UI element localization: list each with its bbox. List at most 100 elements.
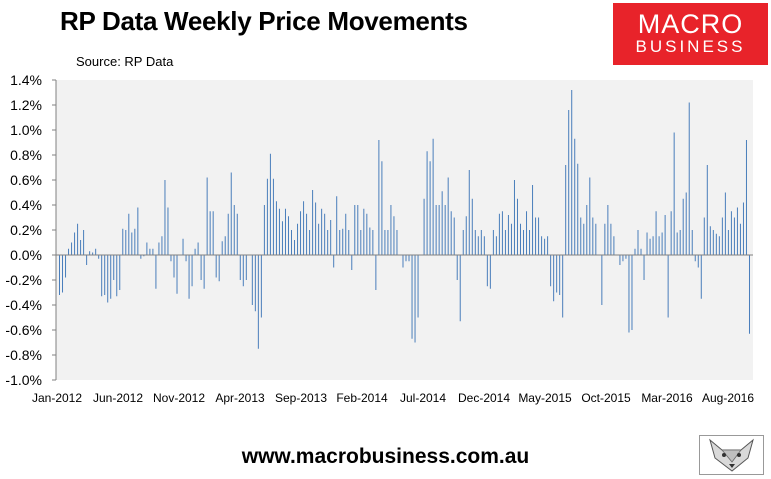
bar xyxy=(200,255,202,280)
bar xyxy=(691,230,693,255)
bar xyxy=(101,255,103,297)
bar xyxy=(619,255,621,265)
bar xyxy=(92,252,94,255)
y-tick-label: 1.4% xyxy=(10,72,42,88)
bar xyxy=(143,255,145,257)
bar xyxy=(68,248,70,255)
bar xyxy=(676,232,678,255)
bar xyxy=(89,251,91,255)
bar xyxy=(565,165,567,255)
bar xyxy=(158,242,160,255)
bar xyxy=(562,255,564,318)
bar xyxy=(278,208,280,255)
bar xyxy=(556,255,558,293)
bar xyxy=(384,230,386,255)
bar xyxy=(550,255,552,287)
bar xyxy=(577,163,579,255)
bar xyxy=(324,213,326,255)
y-tick-label: -0.2% xyxy=(5,272,42,288)
bar xyxy=(667,255,669,318)
website-url: www.macrobusiness.com.au xyxy=(241,445,530,468)
bar xyxy=(303,201,305,255)
x-tick-label: Mar-2016 xyxy=(641,391,693,405)
bar xyxy=(727,230,729,255)
bar xyxy=(628,255,630,333)
bar xyxy=(230,172,232,255)
bar xyxy=(239,255,241,280)
bar-chart: 1.4% 1.2% 1.0% 0.8% 0.6% 0.4% 0.2% 0.0% -0.2% -0.… xyxy=(5,72,754,405)
bar xyxy=(381,161,383,255)
x-tick-label: Apr-2013 xyxy=(215,391,265,405)
bar xyxy=(610,223,612,255)
bar xyxy=(390,205,392,255)
logo-line2: BUSINESS xyxy=(635,37,746,56)
bar xyxy=(655,211,657,255)
bar xyxy=(131,232,133,255)
bar xyxy=(468,170,470,255)
bar xyxy=(471,198,473,255)
bar xyxy=(574,138,576,255)
fox-head-icon xyxy=(699,435,764,475)
bar xyxy=(306,213,308,255)
bar xyxy=(266,178,268,255)
bar xyxy=(284,208,286,255)
bar xyxy=(402,255,404,268)
bar xyxy=(622,255,624,262)
bar xyxy=(571,90,573,255)
x-tick-label: Nov-2012 xyxy=(153,391,205,405)
x-tick-label: May-2015 xyxy=(518,391,572,405)
bar xyxy=(263,205,265,255)
bar xyxy=(498,213,500,255)
bar xyxy=(173,255,175,278)
bar xyxy=(116,255,118,297)
y-tick-label: 0.4% xyxy=(10,197,42,213)
bar xyxy=(559,255,561,295)
bar xyxy=(300,211,302,255)
x-tick-label: Jan-2012 xyxy=(32,391,82,405)
bar xyxy=(682,198,684,255)
bar xyxy=(673,132,675,255)
bar xyxy=(224,236,226,255)
bar xyxy=(375,255,377,290)
bar xyxy=(679,230,681,255)
bar xyxy=(254,255,256,312)
bar xyxy=(119,255,121,290)
bar xyxy=(236,213,238,255)
bar xyxy=(586,205,588,255)
bar xyxy=(140,255,142,259)
bar xyxy=(209,211,211,255)
bar xyxy=(287,216,289,255)
bar xyxy=(197,242,199,255)
bar xyxy=(553,255,555,302)
bar xyxy=(146,242,148,255)
bar xyxy=(321,208,323,255)
bar xyxy=(113,255,115,280)
logo-line1: MACRO xyxy=(637,9,744,39)
bar xyxy=(194,248,196,255)
bar xyxy=(396,230,398,255)
bar xyxy=(366,213,368,255)
bar xyxy=(378,140,380,255)
x-tick-label: Aug-2016 xyxy=(702,391,754,405)
macrobusiness-logo: MACRO BUSINESS xyxy=(613,3,768,65)
bar xyxy=(504,230,506,255)
bar xyxy=(724,192,726,255)
bar xyxy=(441,191,443,255)
bar xyxy=(95,248,97,255)
bar xyxy=(128,213,130,255)
bar xyxy=(625,255,627,259)
y-tick-label: -0.8% xyxy=(5,347,42,363)
bar xyxy=(336,196,338,255)
bar xyxy=(438,205,440,255)
bar xyxy=(658,236,660,255)
y-tick-label: 1.0% xyxy=(10,122,42,138)
bar xyxy=(272,178,274,255)
bar xyxy=(640,248,642,255)
bar xyxy=(664,215,666,255)
bar xyxy=(637,230,639,255)
bar xyxy=(155,255,157,289)
bar xyxy=(83,230,85,255)
bar xyxy=(712,230,714,255)
bar xyxy=(417,255,419,318)
bar xyxy=(480,230,482,255)
